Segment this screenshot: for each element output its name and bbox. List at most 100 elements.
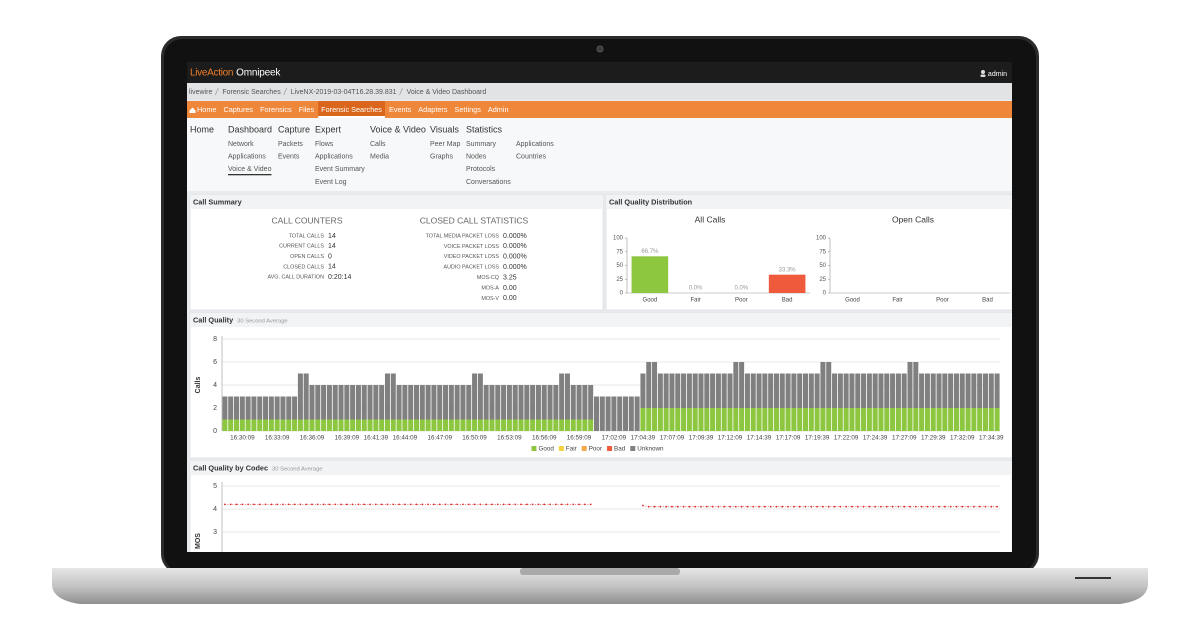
x-tick-label: Fair [690, 298, 700, 304]
bar-segment [994, 408, 1000, 431]
bar-segment [280, 419, 286, 431]
bar-segment [326, 419, 332, 431]
menu-item[interactable]: Peer Map [430, 141, 460, 148]
breadcrumb-item[interactable]: LiveNX-2019-03-04T16.28.39.831 [291, 89, 397, 96]
line-point [566, 503, 569, 506]
bar-segment [715, 373, 721, 408]
menu-heading[interactable]: Dashboard [228, 124, 272, 134]
stat-value: 0.00 [503, 295, 517, 302]
bar-segment [280, 396, 286, 420]
bar-segment [239, 419, 245, 431]
line-point [241, 503, 244, 506]
line-point [729, 505, 731, 508]
breadcrumb-item[interactable]: Forensic Searches [222, 89, 281, 96]
section-heading: CALL COUNTERS [271, 215, 342, 225]
menu-item[interactable]: Voice & Video [228, 166, 272, 173]
bar-segment [872, 373, 878, 408]
bar-segment [623, 396, 629, 431]
bar-segment [518, 385, 524, 420]
menu-item[interactable]: Applications [315, 154, 353, 161]
menu-item[interactable]: Packets [278, 141, 303, 148]
menu-item[interactable]: Media [370, 154, 389, 161]
menu-heading[interactable]: Expert [315, 124, 342, 134]
bar-segment [901, 373, 907, 408]
nav-item[interactable]: Settings [455, 105, 482, 114]
bar-segment [930, 408, 936, 431]
line-point [682, 505, 685, 508]
nav-item[interactable]: Files [299, 105, 315, 114]
bar-segment [768, 373, 774, 408]
menu-item[interactable]: Nodes [466, 154, 487, 161]
x-tick-label: 16:33:09 [265, 435, 290, 442]
menu-item[interactable]: Applications [228, 154, 266, 161]
bar-segment [953, 408, 959, 431]
menu-item[interactable]: Countries [516, 154, 546, 161]
menu-heading[interactable]: Home [190, 124, 214, 134]
line-point [862, 505, 865, 508]
menu-item[interactable]: Event Summary [315, 166, 365, 173]
stat-value: 0 [328, 253, 332, 260]
user-menu[interactable]: admin [988, 71, 1007, 78]
bar-segment [715, 408, 721, 431]
bar-segment [454, 385, 460, 420]
line-point [671, 505, 673, 508]
menu-item[interactable]: Graphs [430, 154, 453, 161]
bar-segment [239, 396, 245, 420]
bar-segment [855, 408, 861, 431]
menu-item[interactable]: Summary [466, 141, 496, 148]
menu-item[interactable]: Protocols [466, 166, 496, 173]
nav-item[interactable]: Events [389, 105, 412, 114]
menu-heading[interactable]: Voice & Video [370, 124, 426, 134]
base-notch [520, 568, 680, 575]
stat-value: 14 [328, 243, 336, 250]
menu-heading[interactable]: Capture [278, 124, 310, 134]
menu-item[interactable]: Applications [516, 141, 554, 148]
bar-segment [489, 385, 495, 420]
nav-item[interactable]: Home [197, 105, 216, 114]
menu-heading[interactable]: Visuals [430, 124, 459, 134]
line-point [270, 503, 273, 506]
nav-item[interactable]: Forensics [260, 105, 292, 114]
menu-item[interactable]: Events [278, 154, 300, 161]
bar-segment [263, 396, 269, 420]
bar-segment [297, 373, 303, 420]
bar-segment [802, 408, 809, 431]
line-point [444, 503, 447, 506]
menu-item[interactable]: Flows [315, 141, 334, 148]
line-point [874, 505, 877, 508]
nav-item[interactable]: Admin [488, 105, 509, 114]
bar-segment [524, 419, 530, 431]
bar-segment [541, 419, 547, 431]
menu-heading[interactable]: Statistics [466, 124, 503, 134]
nav-item[interactable]: Captures [223, 105, 253, 114]
breadcrumb-separator [283, 87, 288, 96]
bar-segment [431, 419, 437, 431]
nav-item[interactable]: Adapters [418, 105, 448, 114]
stat-label: MOS-CQ [477, 275, 499, 281]
menu-item[interactable]: Conversations [466, 179, 511, 186]
menu-item[interactable]: Network [228, 141, 254, 148]
laptop-base [52, 568, 1148, 604]
x-tick-label: 17:14:39 [747, 435, 772, 442]
bar-segment [274, 396, 280, 420]
x-tick-label: 17:27:09 [892, 435, 917, 442]
menu-item[interactable]: Calls [370, 141, 386, 148]
menu-item[interactable]: Event Log [315, 179, 347, 186]
line-point [531, 503, 534, 506]
bar-segment [466, 419, 472, 431]
bar-segment [698, 373, 704, 408]
bar-segment [292, 396, 298, 420]
bar-segment [506, 419, 512, 431]
bar-segment [791, 373, 797, 408]
bar-segment [890, 408, 896, 431]
bar-segment [268, 419, 274, 431]
breadcrumb-item[interactable]: livewire [189, 89, 212, 96]
line-point [299, 503, 302, 506]
x-tick-label: Poor [936, 298, 949, 304]
bar-segment [988, 373, 994, 408]
bar-segment [895, 373, 901, 408]
nav-item[interactable]: Forensic Searches [321, 105, 382, 114]
bar-segment [657, 408, 663, 431]
x-tick-label: 16:30:09 [230, 435, 255, 442]
line-point [932, 505, 935, 508]
